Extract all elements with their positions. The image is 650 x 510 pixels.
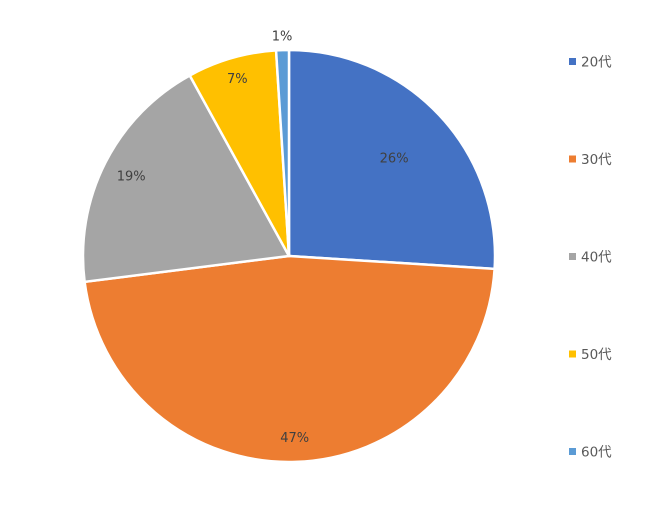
pie-data-labels: 26% 47% 19% 7% 1%	[117, 30, 409, 447]
legend-item-3: 40代	[569, 250, 612, 266]
legend-swatch	[569, 350, 576, 358]
data-label-1: 26%	[380, 151, 409, 166]
legend-item-5: 60代	[569, 445, 612, 461]
data-label-3: 19%	[117, 170, 146, 185]
pie-slice-3	[81, 73, 291, 284]
legend: 20代 30代 40代 50代 60代	[569, 55, 612, 461]
pie-slice-2	[83, 254, 496, 464]
legend-label: 40代	[581, 250, 612, 266]
legend-label: 30代	[581, 152, 612, 168]
legend-swatch	[569, 155, 576, 163]
legend-item-2: 30代	[569, 152, 612, 168]
data-label-4: 7%	[227, 72, 248, 87]
legend-label: 60代	[581, 445, 612, 461]
legend-label: 50代	[581, 347, 612, 363]
legend-swatch	[569, 253, 576, 260]
pie-slice-1	[287, 48, 497, 271]
pie-slices	[81, 48, 497, 464]
legend-item-1: 20代	[569, 55, 612, 71]
pie-slice-5	[274, 48, 291, 257]
legend-swatch	[569, 58, 576, 65]
legend-swatch	[569, 448, 576, 455]
legend-label: 20代	[581, 55, 612, 71]
data-label-2: 47%	[280, 431, 309, 446]
legend-item-4: 50代	[569, 347, 612, 363]
data-label-5: 1%	[272, 30, 293, 45]
